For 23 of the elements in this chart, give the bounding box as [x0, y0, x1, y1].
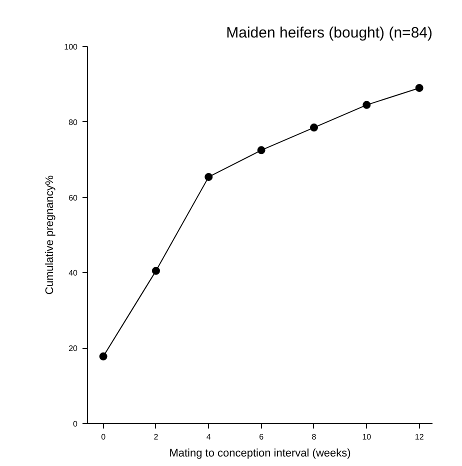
y-tick-label: 0 [73, 420, 78, 428]
point [204, 172, 213, 181]
x-tick-label: 12 [414, 432, 424, 442]
point [257, 146, 266, 154]
x-tick-label: 4 [206, 432, 212, 442]
x-axis-title: Mating to conception interval (weeks) [169, 448, 351, 460]
x-tick-label: 10 [362, 432, 372, 442]
point [310, 124, 318, 132]
point [415, 84, 424, 92]
y-tick-label: 40 [68, 268, 78, 278]
x-tick-label: 6 [259, 432, 264, 442]
point [99, 352, 108, 360]
point [152, 266, 160, 275]
x-tick-label: 8 [312, 432, 317, 442]
y-axis-title: Cumulative pregnancy% [44, 175, 56, 295]
point [362, 100, 371, 109]
y-tick-label: 20 [68, 344, 78, 354]
y-tick-label: 80 [68, 118, 78, 127]
x-tick-label: 0 [101, 432, 106, 442]
x-tick-label: 2 [154, 432, 159, 442]
y-tick-label: 100 [64, 42, 78, 52]
y-tick-label: 60 [68, 193, 78, 202]
chart-title: Maiden heifers (bought) (n=84) [226, 24, 433, 42]
